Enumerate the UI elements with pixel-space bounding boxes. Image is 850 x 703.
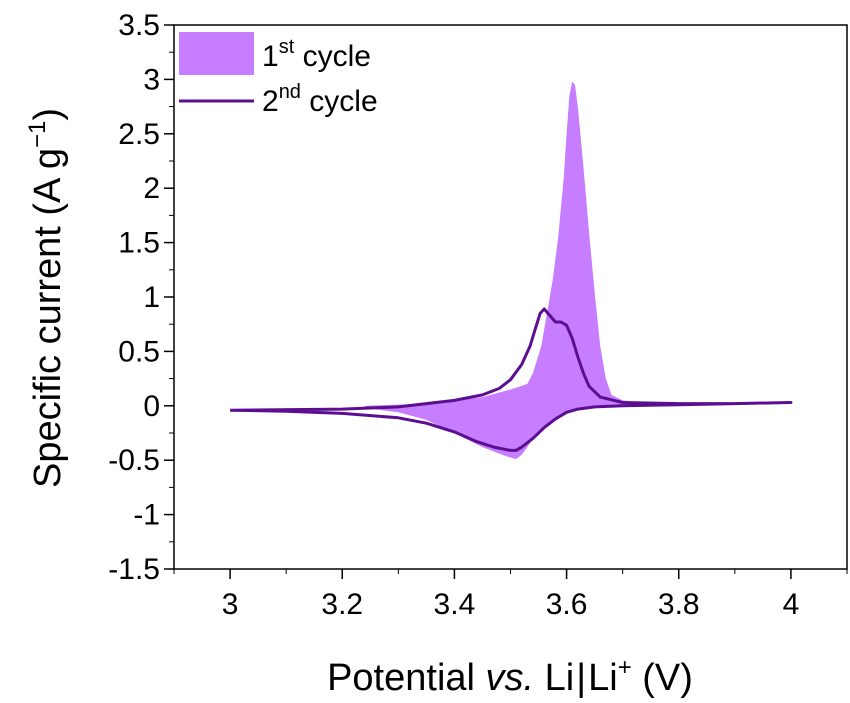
y-tick-label: 2.5	[118, 118, 160, 151]
y-tick-label: 2	[143, 172, 160, 205]
y-tick-label: 1.5	[118, 227, 160, 260]
series-1st-cycle-area	[364, 81, 791, 460]
legend-label-1st-cycle: 1st cycle	[262, 36, 371, 73]
y-tick-label: -1	[133, 499, 160, 532]
y-tick-label: -1.5	[108, 553, 160, 586]
x-tick-label: 3.2	[321, 588, 363, 621]
x-tick-label: 3.4	[434, 588, 476, 621]
y-tick-label: 1	[143, 281, 160, 314]
axes-layer: 3 3.2 3.4 3.6 3.8 4 3.5 3 2.5 2 1.5 1 0.5 0 -0.5 -1 -1.5	[108, 9, 848, 621]
y-tick-label: -0.5	[108, 444, 160, 477]
legend-swatch-1st-cycle	[179, 32, 254, 75]
y-tick-label: 3	[143, 63, 160, 96]
y-tick-label: 3.5	[118, 9, 160, 42]
series-2nd-cycle-line	[230, 307, 793, 452]
y-axis-title: Specific current (A g−1)	[24, 108, 69, 488]
legend: 1st cycle 2nd cycle	[179, 32, 378, 118]
x-tick-label: 4	[783, 588, 800, 621]
legend-label-2nd-cycle: 2nd cycle	[262, 81, 378, 118]
x-tick-label: 3.8	[658, 588, 700, 621]
plot-data-layer	[230, 81, 793, 460]
y-tick-label: 0.5	[118, 335, 160, 368]
x-tick-label: 3	[222, 588, 239, 621]
x-tick-label: 3.6	[546, 588, 588, 621]
x-axis-title: Potential vs. Li|Li+ (V)	[327, 654, 693, 699]
y-tick-label: 0	[143, 390, 160, 423]
